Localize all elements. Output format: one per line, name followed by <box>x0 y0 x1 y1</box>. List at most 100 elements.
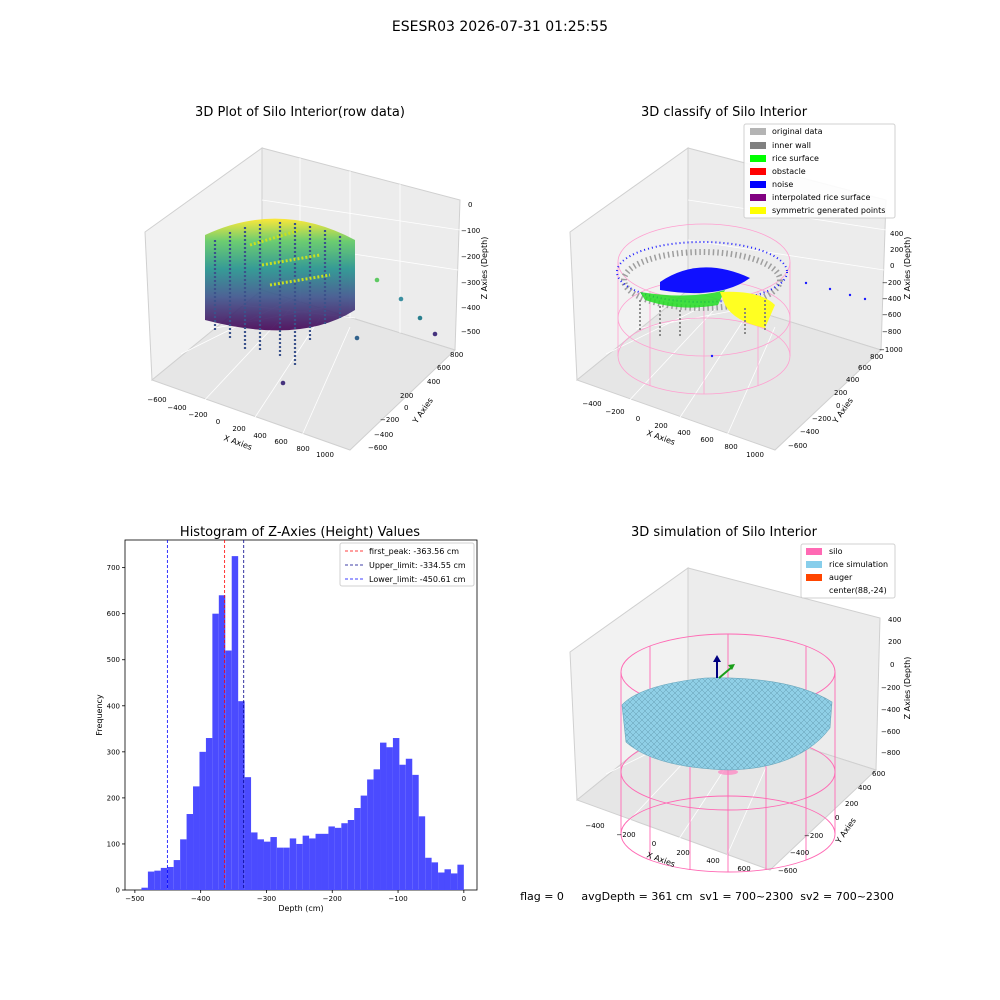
sim-xtick: 0 <box>652 840 656 848</box>
hist-xtick-label: −500 <box>125 895 144 903</box>
legend-rice-simulation: rice simulation <box>829 560 888 569</box>
raw-ytick: −600 <box>368 444 387 452</box>
raw-3d-title: 3D Plot of Silo Interior(row data) <box>195 105 405 120</box>
classify-xlabel: X Axies <box>645 428 676 447</box>
hist-bar <box>392 738 400 890</box>
hist-bar <box>167 866 174 890</box>
classify-ytick: −400 <box>800 428 819 436</box>
legend-interpolated: interpolated rice surface <box>772 193 870 202</box>
sim-xtick: −400 <box>585 822 604 830</box>
hist-bar <box>238 701 245 890</box>
hist-title: Histogram of Z-Axies (Height) Values <box>180 525 420 540</box>
classify-xtick: 200 <box>654 422 667 430</box>
raw-xtick: 200 <box>232 425 245 433</box>
sim-ztick: 0 <box>890 661 894 669</box>
sim-ytick: 0 <box>835 814 839 822</box>
classify-xtick: 1000 <box>746 451 764 459</box>
sim-zlabel: Z Axies (Depth) <box>903 657 912 720</box>
sim-ytick: 200 <box>845 800 858 808</box>
classify-ztick: 0 <box>890 262 894 270</box>
sim-legend: silo rice simulation auger center(88,-24… <box>800 543 896 599</box>
raw-xtick: 1000 <box>316 451 334 459</box>
sim-auger <box>713 655 735 679</box>
classify-ztick: −200 <box>882 279 901 287</box>
hist-legend: first_peak: -363.56 cm Upper_limit: -334… <box>339 542 475 587</box>
hist-bar <box>193 786 200 890</box>
sim-ztick: −400 <box>881 706 900 714</box>
hist-bar <box>154 870 161 890</box>
legend-swatch-silo <box>806 548 822 555</box>
suptitle: ESESR03 2026-07-31 01:25:55 <box>392 19 608 35</box>
classify-3d-floor-pane <box>575 289 882 451</box>
sim-ytick: −600 <box>778 867 797 875</box>
sim-xlabel: X Axies <box>645 850 676 869</box>
hist-bar <box>218 595 226 890</box>
classify-symmetric-points <box>720 291 775 328</box>
raw-ztick: 0 <box>468 201 472 209</box>
status-footer: flag = 0 avgDepth = 361 cm sv1 = 700~230… <box>520 890 894 903</box>
hist-ytick-label: 500 <box>107 656 120 664</box>
classify-ylabel: Y Axies <box>830 396 855 426</box>
hist-bar <box>257 839 264 890</box>
sim-ytick: −400 <box>790 849 809 857</box>
sim-ztick: 200 <box>888 638 901 646</box>
legend-inner-wall: inner wall <box>772 141 811 150</box>
sim-3d-title: 3D simulation of Silo Interior <box>631 525 818 540</box>
raw-xlabel: X Axies <box>222 433 253 452</box>
hist-bar <box>225 650 232 890</box>
raw-inner-surface <box>249 228 331 287</box>
sim-ztick: −200 <box>881 684 900 692</box>
hist-bar <box>354 808 361 890</box>
sim-center-marker <box>718 769 738 775</box>
classify-ytick: −200 <box>812 415 831 423</box>
sim-xtick: 600 <box>737 865 750 873</box>
classify-zlabel: Z Axies (Depth) <box>903 237 912 300</box>
classify-ytick: 0 <box>836 402 840 410</box>
classify-xtick: −400 <box>582 400 601 408</box>
hist-ytick-label: 0 <box>116 887 120 895</box>
raw-point-columns <box>213 222 342 365</box>
hist-bar <box>263 841 271 890</box>
sim-ztick: −800 <box>881 749 900 757</box>
hist-bar <box>186 814 194 890</box>
legend-first-peak: first_peak: -363.56 cm <box>369 547 459 556</box>
hist-xtick-label: −100 <box>388 895 407 903</box>
hist-bar <box>147 871 155 890</box>
raw-xtick: −400 <box>167 404 186 412</box>
classify-ztick: −400 <box>882 295 901 303</box>
classify-ytick: −600 <box>788 442 807 450</box>
hist-bar <box>328 826 335 890</box>
classify-ztick: −600 <box>882 311 901 319</box>
sim-ztick: −600 <box>881 728 900 736</box>
hist-bar <box>360 795 368 890</box>
hist-bar <box>321 833 329 890</box>
panel-simulation-3d: 3D simulation of Silo Interior <box>569 525 912 875</box>
classify-original-points <box>621 249 783 311</box>
hist-bar <box>289 838 297 890</box>
panel-raw-3d: 3D Plot of Silo Interior(row data) <box>144 105 489 459</box>
hist-bar <box>283 847 290 890</box>
hist-bar <box>334 827 342 890</box>
raw-ytick: 600 <box>437 364 450 372</box>
hist-bar <box>418 816 426 890</box>
panel-classify-3d: 3D classify of Silo Interior <box>569 105 912 459</box>
legend-rice-surface: rice surface <box>772 154 819 163</box>
raw-ztick: −300 <box>461 279 480 287</box>
classify-xtick: 0 <box>636 415 640 423</box>
raw-xtick: −200 <box>188 411 207 419</box>
raw-ytick: 800 <box>450 351 463 359</box>
sim-ytick: −200 <box>804 832 823 840</box>
hist-xticks: −500 −400 −300 −200 −100 0 <box>125 890 466 903</box>
raw-ylabel: Y Axies <box>410 396 435 426</box>
classify-ytick: 200 <box>834 389 847 397</box>
hist-bar <box>399 764 406 890</box>
raw-ytick: 400 <box>427 378 440 386</box>
legend-swatch-obstacle <box>750 168 766 175</box>
legend-swatch-original <box>750 128 766 135</box>
raw-zlabel: Z Axies (Depth) <box>480 237 489 300</box>
raw-ztick: −400 <box>461 304 480 312</box>
sim-xtick: −200 <box>616 831 635 839</box>
classify-xtick: 600 <box>700 436 713 444</box>
hist-ytick-label: 400 <box>107 702 120 710</box>
